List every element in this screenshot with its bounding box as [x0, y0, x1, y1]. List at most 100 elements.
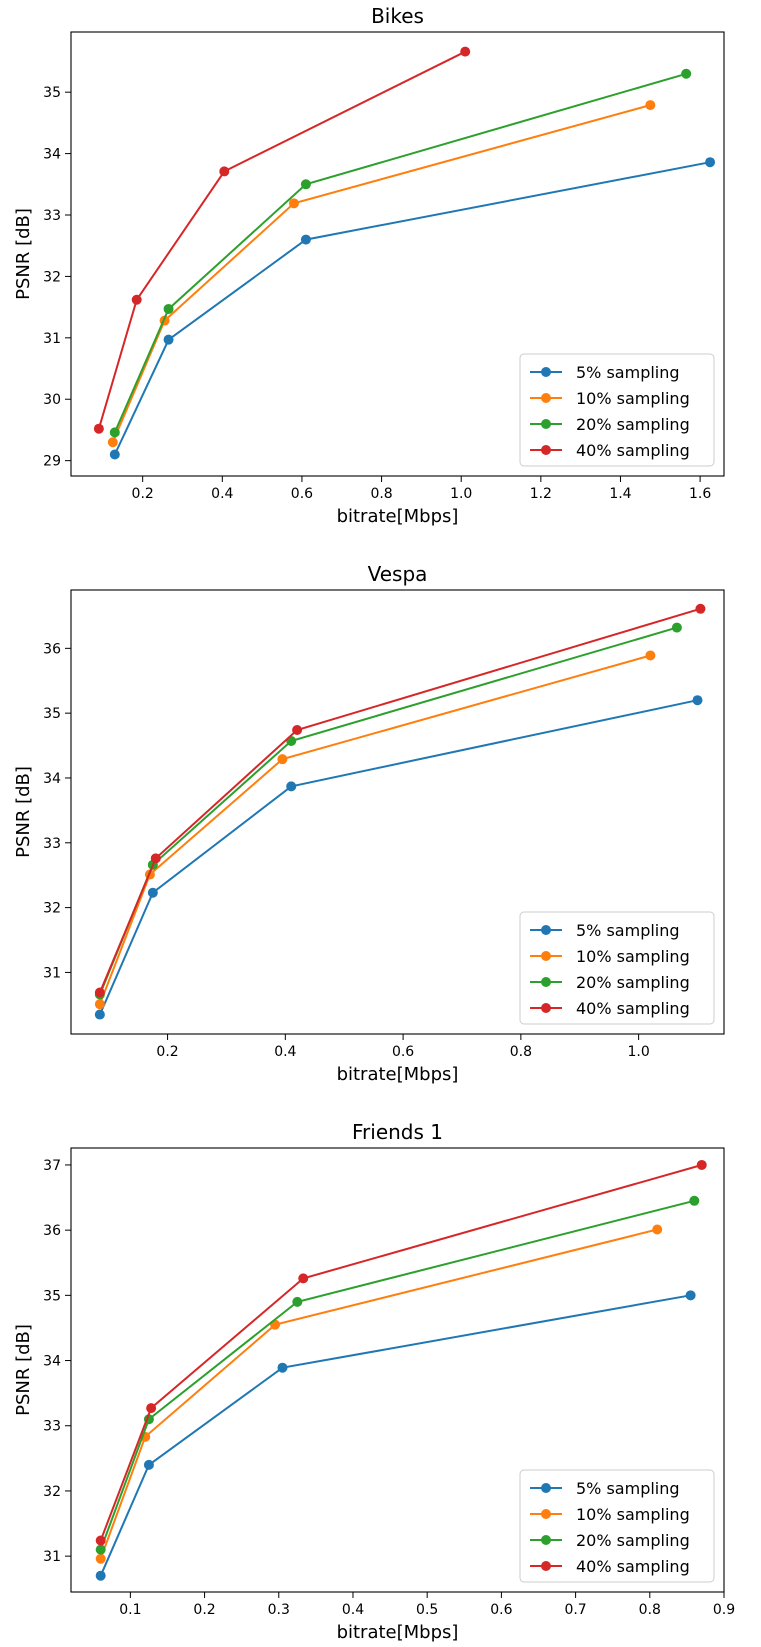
series-3 — [95, 1159, 707, 1546]
series-3 — [94, 603, 706, 998]
x-tick-label: 0.4 — [274, 1044, 296, 1060]
legend-box — [519, 1469, 715, 1583]
data-point — [685, 1290, 696, 1301]
data-point — [109, 449, 120, 460]
series-line — [111, 104, 651, 443]
x-tick-label: 0.9 — [713, 1602, 735, 1618]
legend-swatch-marker — [541, 419, 551, 429]
legend-label: 20% sampling — [576, 973, 690, 992]
y-tick-label: 36 — [43, 641, 61, 657]
x-tick-label: 0.6 — [490, 1602, 512, 1618]
x-tick-label: 1.0 — [450, 486, 472, 502]
data-point — [695, 603, 706, 614]
data-point — [292, 1296, 303, 1307]
legend-swatch-marker — [541, 1561, 551, 1571]
x-tick-label: 1.0 — [627, 1044, 649, 1060]
x-tick-label: 0.4 — [211, 486, 233, 502]
series-line — [99, 1294, 691, 1577]
y-axis-label: PSNR [dB] — [13, 766, 34, 858]
y-tick-label: 34 — [43, 147, 61, 163]
x-tick-label: 1.4 — [609, 486, 631, 502]
x-tick-label: 1.2 — [530, 486, 552, 502]
series-line — [99, 1199, 695, 1550]
legend-swatch-marker — [541, 393, 551, 403]
x-axis-label: bitrate[Mbps] — [337, 1064, 459, 1085]
data-point — [163, 303, 174, 314]
plot-frame — [70, 31, 725, 477]
legend-swatch-marker — [541, 367, 551, 377]
legend-swatch-marker — [541, 951, 551, 961]
series-line — [97, 50, 466, 429]
data-point — [219, 166, 230, 177]
series-0 — [94, 695, 703, 1020]
legend-label: 10% sampling — [576, 389, 690, 408]
data-point — [131, 294, 142, 305]
y-tick-label: 30 — [43, 392, 61, 408]
data-point — [645, 100, 656, 111]
data-point — [681, 68, 692, 79]
y-tick-label: 29 — [43, 454, 61, 470]
legend-label: 5% sampling — [576, 921, 680, 940]
x-axis-label: bitrate[Mbps] — [337, 1622, 459, 1643]
series-line — [98, 699, 698, 1015]
y-tick-label: 33 — [43, 208, 61, 224]
legend-swatch-marker — [541, 445, 551, 455]
legend-label: 5% sampling — [576, 363, 680, 382]
plot-frame — [70, 589, 725, 1035]
x-tick-label: 0.3 — [268, 1602, 290, 1618]
legend-label: 10% sampling — [576, 1505, 690, 1524]
legend-label: 40% sampling — [576, 999, 690, 1018]
chart-title: Friends 1 — [352, 1120, 443, 1144]
chart-2: Friends 1 0.1 0.2 0.3 0.4 0.5 0.6 0.7 0.8 0.9 31 32… — [13, 1120, 735, 1643]
data-point — [143, 1459, 154, 1470]
series-1 — [95, 1224, 663, 1564]
y-tick-label: 34 — [43, 771, 61, 787]
data-point — [286, 781, 297, 792]
y-axis-label: PSNR [dB] — [13, 208, 34, 300]
chart-0: Bikes 0.2 0.4 0.6 0.8 1.0 1.2 1.4 1.6 29 30 31 32 33 3… — [13, 4, 725, 527]
data-point — [671, 622, 682, 633]
y-axis-label: PSNR [dB] — [13, 1324, 34, 1416]
x-tick-label: 0.6 — [392, 1044, 414, 1060]
data-point — [95, 1570, 106, 1581]
data-point — [645, 650, 656, 661]
data-point — [652, 1224, 663, 1235]
series-2 — [109, 68, 692, 438]
x-tick-label: 0.8 — [639, 1602, 661, 1618]
data-point — [146, 1403, 157, 1414]
y-tick-label: 32 — [43, 901, 61, 917]
series-line — [113, 161, 711, 455]
data-point — [95, 1535, 106, 1546]
legend-label: 20% sampling — [576, 1531, 690, 1550]
x-tick-label: 0.6 — [291, 486, 313, 502]
data-point — [298, 1273, 309, 1284]
series-line — [98, 654, 651, 1005]
y-tick-label: 35 — [43, 1288, 61, 1304]
data-point — [696, 1159, 707, 1170]
legend-swatch-marker — [541, 925, 551, 935]
legend-box — [519, 911, 715, 1025]
x-tick-label: 0.1 — [119, 1602, 141, 1618]
y-tick-label: 32 — [43, 1484, 61, 1500]
legend: 5% sampling 10% sampling 20% sampling 40% s… — [519, 353, 715, 467]
legend-swatch-marker — [541, 1483, 551, 1493]
y-tick-label: 36 — [43, 1223, 61, 1239]
y-tick-label: 32 — [43, 269, 61, 285]
chart-title: Bikes — [371, 4, 424, 28]
x-tick-label: 0.2 — [156, 1044, 178, 1060]
data-point — [300, 179, 311, 190]
x-tick-label: 0.5 — [416, 1602, 438, 1618]
data-point — [163, 334, 174, 345]
data-point — [689, 1195, 700, 1206]
plot-frame — [70, 1147, 725, 1593]
legend-swatch-marker — [541, 977, 551, 987]
series-line — [98, 607, 701, 993]
data-point — [107, 437, 118, 448]
data-point — [147, 887, 158, 898]
x-tick-label: 0.7 — [564, 1602, 586, 1618]
data-point — [288, 198, 299, 209]
x-tick-label: 0.8 — [370, 486, 392, 502]
series-0 — [95, 1290, 696, 1581]
y-tick-label: 37 — [43, 1158, 61, 1174]
data-point — [95, 1544, 106, 1555]
